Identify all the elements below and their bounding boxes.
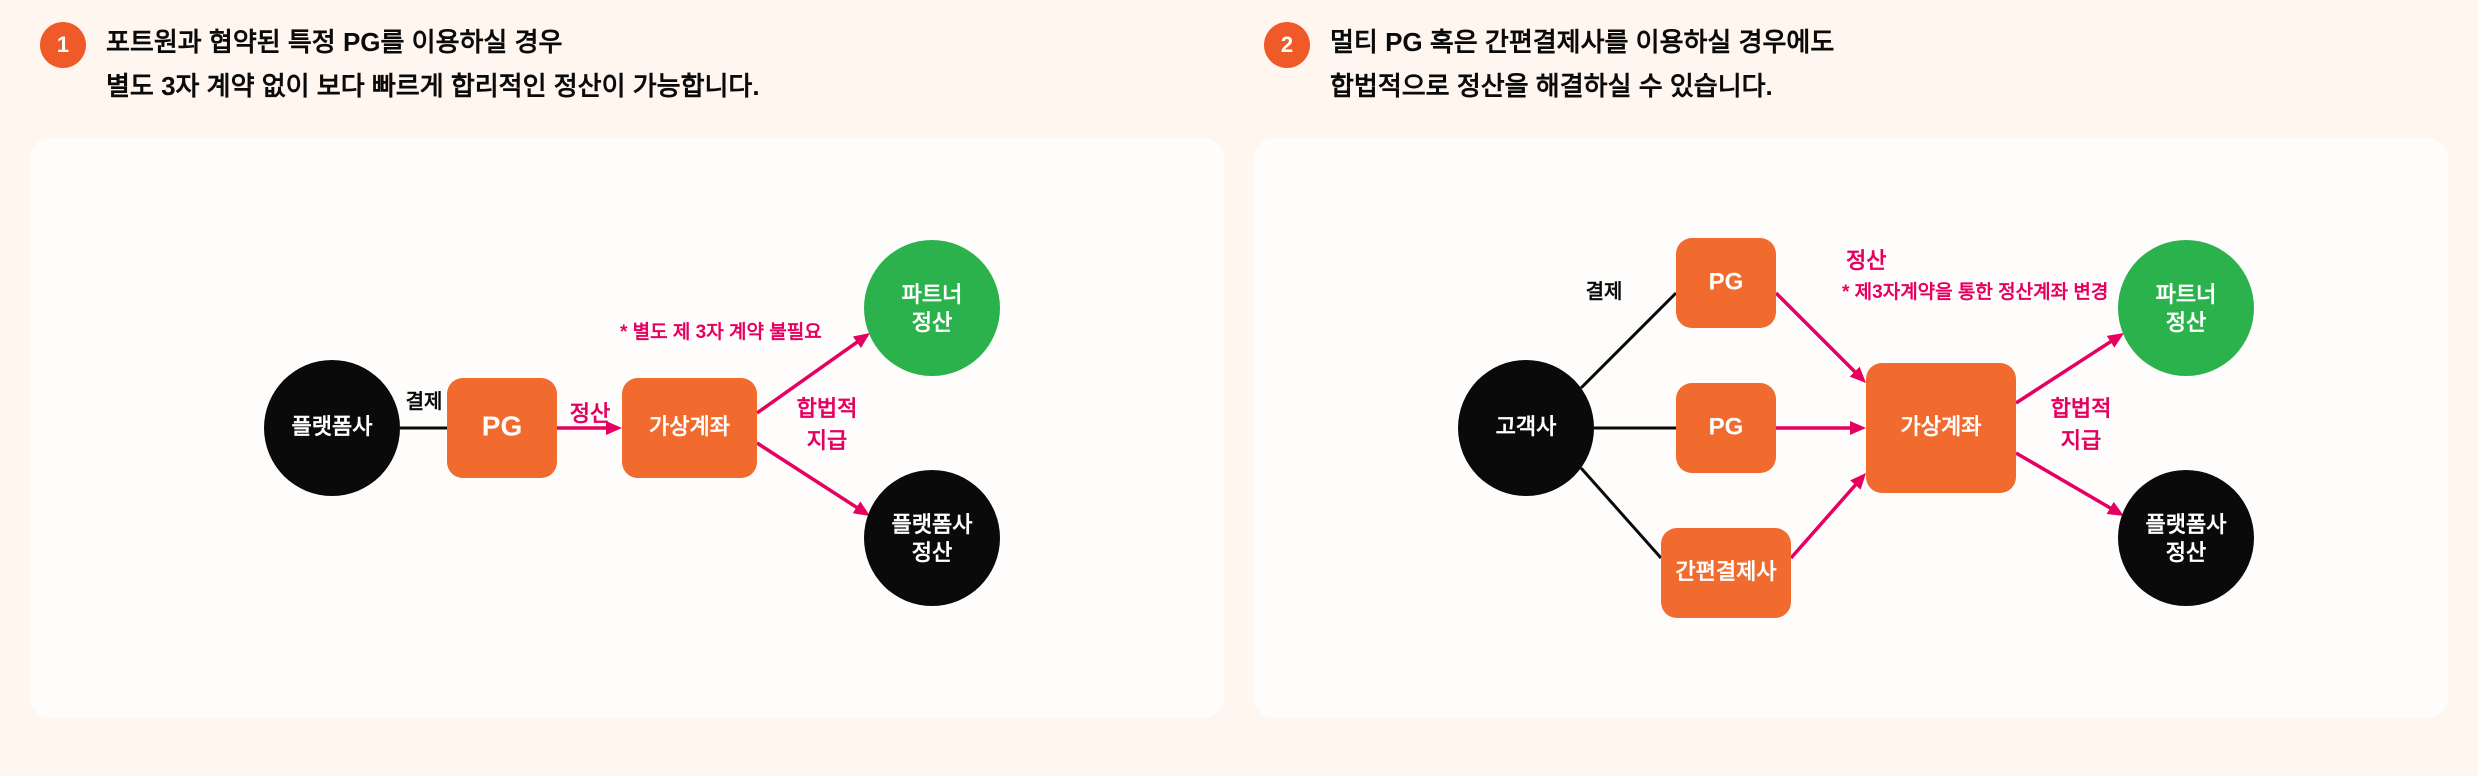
svg-text:PG: PG (1709, 414, 1744, 441)
svg-text:* 별도 제 3자 계약 불필요: * 별도 제 3자 계약 불필요 (620, 321, 822, 343)
svg-text:플랫폼사: 플랫폼사 (292, 414, 374, 439)
panel-2: 2 멀티 PG 혹은 간편결제사를 이용하실 경우에도 합법적으로 정산을 해결… (1254, 20, 2448, 718)
svg-text:정산: 정산 (570, 401, 610, 426)
svg-text:가상계좌: 가상계좌 (1901, 414, 1982, 439)
diagram-2-svg: 고객사PGPG간편결제사가상계좌파트너정산플랫폼사정산결제정산* 제3자계약을 … (1254, 138, 2448, 718)
panel-2-title: 멀티 PG 혹은 간편결제사를 이용하실 경우에도 합법적으로 정산을 해결하실… (1330, 20, 1834, 108)
infographic-container: 1 포트원과 협약된 특정 PG를 이용하실 경우 별도 3자 계약 없이 보다… (30, 20, 2448, 718)
panel-1-title: 포트원과 협약된 특정 PG를 이용하실 경우 별도 3자 계약 없이 보다 빠… (106, 20, 760, 108)
svg-text:PG: PG (1709, 269, 1744, 296)
svg-text:지급: 지급 (2061, 428, 2101, 453)
svg-text:간편결제사: 간편결제사 (1675, 559, 1777, 584)
badge-1: 1 (40, 22, 86, 68)
svg-text:가상계좌: 가상계좌 (649, 414, 730, 439)
diagram-2: 고객사PGPG간편결제사가상계좌파트너정산플랫폼사정산결제정산* 제3자계약을 … (1254, 138, 2448, 718)
svg-text:정산: 정산 (2166, 540, 2206, 565)
svg-text:PG: PG (482, 411, 522, 442)
svg-text:합법적: 합법적 (2051, 396, 2112, 421)
diagram-1-svg: 플랫폼사PG가상계좌파트너정산플랫폼사정산결제정산* 별도 제 3자 계약 불필… (30, 138, 1224, 718)
svg-text:플랫폼사: 플랫폼사 (892, 512, 974, 537)
svg-text:* 제3자계약을 통한 정산계좌 변경: * 제3자계약을 통한 정산계좌 변경 (1842, 281, 2108, 303)
panel-1: 1 포트원과 협약된 특정 PG를 이용하실 경우 별도 3자 계약 없이 보다… (30, 20, 1224, 718)
svg-text:고객사: 고객사 (1496, 414, 1557, 439)
svg-text:결제: 결제 (1586, 280, 1623, 303)
panel-1-header: 1 포트원과 협약된 특정 PG를 이용하실 경우 별도 3자 계약 없이 보다… (30, 20, 1224, 108)
svg-text:플랫폼사: 플랫폼사 (2146, 512, 2228, 537)
panel-2-header: 2 멀티 PG 혹은 간편결제사를 이용하실 경우에도 합법적으로 정산을 해결… (1254, 20, 2448, 108)
badge-2: 2 (1264, 22, 1310, 68)
svg-text:정산: 정산 (912, 540, 952, 565)
svg-text:합법적: 합법적 (797, 396, 858, 421)
panel-2-title-line1: 멀티 PG 혹은 간편결제사를 이용하실 경우에도 (1330, 20, 1834, 64)
svg-text:파트너: 파트너 (2156, 282, 2217, 307)
svg-text:파트너: 파트너 (902, 282, 963, 307)
panel-2-title-line2: 합법적으로 정산을 해결하실 수 있습니다. (1330, 64, 1834, 108)
svg-text:정산: 정산 (2166, 310, 2206, 335)
svg-text:결제: 결제 (406, 390, 443, 413)
svg-text:정산: 정산 (1846, 248, 1886, 273)
diagram-1: 플랫폼사PG가상계좌파트너정산플랫폼사정산결제정산* 별도 제 3자 계약 불필… (30, 138, 1224, 718)
panel-1-title-line2: 별도 3자 계약 없이 보다 빠르게 합리적인 정산이 가능합니다. (106, 64, 760, 108)
svg-text:지급: 지급 (807, 428, 847, 453)
panel-1-title-line1: 포트원과 협약된 특정 PG를 이용하실 경우 (106, 20, 760, 64)
svg-text:정산: 정산 (912, 310, 952, 335)
